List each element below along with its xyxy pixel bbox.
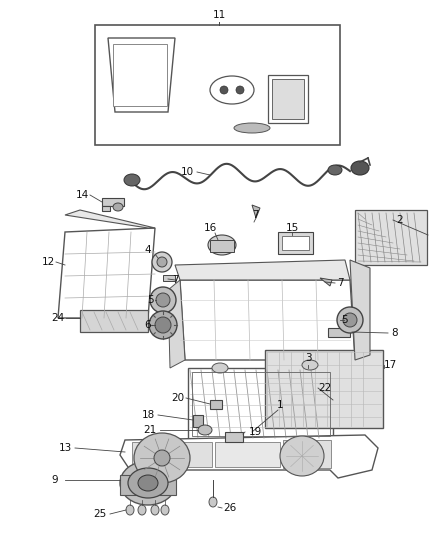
Bar	[268, 75, 308, 123]
Text: 8: 8	[392, 328, 398, 338]
Bar	[95, 25, 340, 145]
Text: 15: 15	[286, 223, 299, 233]
Text: 12: 12	[41, 257, 55, 267]
Ellipse shape	[198, 425, 212, 435]
Bar	[210, 240, 234, 252]
Bar	[188, 368, 333, 440]
Text: 14: 14	[75, 190, 88, 200]
Ellipse shape	[134, 433, 190, 483]
Bar	[102, 206, 110, 211]
Bar	[355, 210, 427, 265]
Ellipse shape	[280, 436, 324, 476]
Text: 10: 10	[180, 167, 194, 177]
Ellipse shape	[150, 287, 176, 313]
Ellipse shape	[210, 76, 254, 104]
Polygon shape	[65, 210, 155, 228]
Bar	[113, 44, 167, 106]
Text: 20: 20	[171, 393, 184, 403]
Text: 26: 26	[223, 503, 237, 513]
Text: 24: 24	[51, 313, 65, 323]
Bar	[132, 442, 212, 467]
Text: 19: 19	[248, 427, 261, 437]
Text: 5: 5	[341, 315, 347, 325]
Ellipse shape	[149, 311, 177, 339]
Ellipse shape	[161, 505, 169, 515]
Ellipse shape	[220, 86, 228, 94]
Ellipse shape	[138, 505, 146, 515]
Ellipse shape	[138, 475, 158, 491]
Ellipse shape	[343, 313, 357, 327]
Text: 5: 5	[147, 295, 153, 305]
Ellipse shape	[351, 161, 369, 175]
Text: 2: 2	[397, 215, 403, 225]
Bar	[272, 79, 304, 119]
Bar	[278, 232, 313, 254]
Text: 16: 16	[203, 223, 217, 233]
Ellipse shape	[209, 497, 217, 507]
Bar	[328, 328, 350, 337]
Ellipse shape	[151, 505, 159, 515]
Ellipse shape	[157, 257, 167, 267]
Bar	[225, 432, 243, 442]
Text: 3: 3	[305, 353, 311, 363]
Text: 13: 13	[58, 443, 72, 453]
Polygon shape	[350, 260, 370, 360]
Ellipse shape	[328, 165, 342, 175]
Polygon shape	[320, 278, 332, 286]
Text: 4: 4	[145, 245, 151, 255]
Text: 11: 11	[212, 10, 226, 20]
Text: 21: 21	[143, 425, 157, 435]
Ellipse shape	[234, 123, 270, 133]
Bar	[80, 310, 148, 332]
Polygon shape	[120, 435, 378, 478]
Bar	[283, 440, 331, 468]
Bar	[192, 372, 330, 436]
Ellipse shape	[152, 252, 172, 272]
Bar	[265, 350, 383, 428]
Polygon shape	[252, 205, 260, 218]
Ellipse shape	[124, 174, 140, 186]
Ellipse shape	[337, 307, 363, 333]
Ellipse shape	[236, 86, 244, 94]
Bar	[215, 442, 280, 467]
Text: 17: 17	[383, 360, 397, 370]
Ellipse shape	[156, 293, 170, 307]
Bar	[282, 236, 309, 250]
Polygon shape	[58, 228, 155, 318]
Bar	[193, 415, 203, 427]
Bar	[102, 198, 124, 206]
Ellipse shape	[154, 450, 170, 466]
Ellipse shape	[113, 203, 123, 211]
Text: 18: 18	[141, 410, 155, 420]
Text: 7: 7	[172, 275, 178, 285]
Text: 22: 22	[318, 383, 332, 393]
Text: 7: 7	[252, 210, 258, 220]
Text: 7: 7	[337, 278, 343, 288]
Ellipse shape	[120, 461, 176, 505]
Polygon shape	[180, 280, 355, 360]
Ellipse shape	[208, 235, 236, 255]
Ellipse shape	[155, 317, 171, 333]
Text: 6: 6	[145, 320, 151, 330]
Polygon shape	[175, 260, 350, 280]
Bar	[163, 275, 175, 281]
Text: 1: 1	[277, 400, 283, 410]
Ellipse shape	[302, 360, 318, 370]
Polygon shape	[108, 38, 175, 112]
Bar	[120, 475, 176, 495]
Bar	[210, 400, 222, 409]
Ellipse shape	[212, 363, 228, 373]
Text: 25: 25	[93, 509, 106, 519]
Ellipse shape	[126, 505, 134, 515]
Ellipse shape	[128, 468, 168, 498]
Text: 9: 9	[52, 475, 58, 485]
Polygon shape	[168, 280, 185, 368]
